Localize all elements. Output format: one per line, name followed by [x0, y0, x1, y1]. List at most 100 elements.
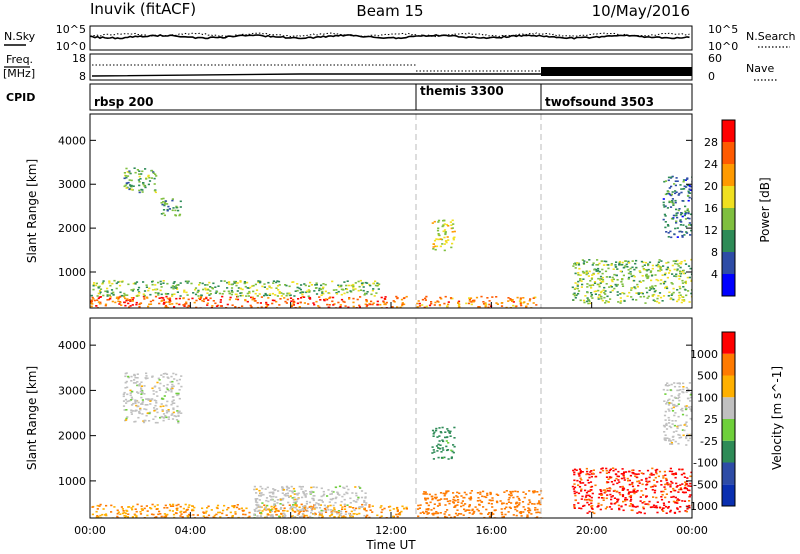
power-echo-cell-0: [299, 301, 302, 304]
velocity-echo-cell-5: [578, 475, 581, 477]
velocity-echo-cell-1: [256, 498, 259, 500]
velocity-echo-cell-4: [417, 504, 420, 507]
power-echo-cell-6: [621, 263, 624, 266]
power-echo-cell-6: [664, 287, 667, 289]
velocity-echo-cell-1: [259, 492, 262, 494]
power-echo-cell-6: [598, 283, 601, 286]
power-echo-cell-6: [650, 270, 653, 272]
velocity-echo-cell-0: [151, 503, 154, 506]
velocity-echo-cell-2: [153, 399, 156, 402]
power-echo-cell-0: [171, 303, 174, 305]
nsearch-series: [89, 32, 690, 38]
power-echo-cell-0: [131, 304, 134, 306]
velocity-echo-cell-1: [317, 503, 320, 505]
power-echo-cell-7: [676, 227, 679, 229]
velocity-echo-cell-2: [140, 387, 143, 389]
velocity-echo-cell-1: [256, 515, 259, 517]
power-ytick-label: 4000: [58, 134, 86, 147]
power-echo-cell-1: [315, 282, 318, 284]
power-echo-cell-7: [684, 210, 687, 213]
velocity-echo-cell-0: [126, 516, 129, 518]
velocity-echo-cell-4: [539, 511, 542, 514]
power-echo-cell-2: [144, 186, 147, 189]
velocity-echo-cell-4: [457, 513, 461, 515]
power-echo-cell-1: [230, 283, 233, 286]
velocity-echo-cell-5: [684, 487, 687, 489]
velocity-echo-cell-5: [678, 510, 681, 513]
velocity-echo-cell-5: [581, 495, 584, 498]
power-echo-cell-0: [93, 299, 96, 302]
velocity-echo-cell-1: [339, 514, 342, 517]
velocity-echo-cell-1: [333, 510, 336, 512]
velocity-echo-cell-4: [425, 502, 429, 505]
power-echo-cell-6: [649, 286, 652, 289]
velocity-echo-cell-5: [597, 505, 600, 507]
velocity-echo-cell-4: [505, 502, 508, 505]
power-echo-cell-0: [271, 302, 274, 305]
power-echo-cell-6: [638, 270, 641, 272]
power-echo-cell-6: [681, 299, 684, 301]
velocity-echo-cell-1: [296, 508, 299, 511]
power-echo-cell-6: [610, 286, 613, 288]
velocity-echo-cell-0: [184, 503, 187, 506]
velocity-echo-cell-5: [664, 474, 667, 476]
power-echo-cell-1: [102, 280, 105, 282]
power-echo-cell-6: [666, 266, 669, 269]
velocity-echo-cell-2: [147, 399, 150, 401]
velocity-echo-cell-5: [655, 472, 658, 475]
velocity-echo-cell-6: [681, 410, 684, 412]
velocity-echo-cell-4: [503, 491, 506, 493]
power-echo-cell-0: [202, 300, 205, 303]
velocity-echo-cell-0: [352, 507, 355, 509]
velocity-echo-cell-2: [148, 412, 151, 415]
velocity-echo-cell-0: [124, 512, 127, 515]
power-echo-cell-1: [363, 294, 366, 296]
velocity-echo-cell-6: [690, 392, 692, 394]
power-echo-cell-5: [509, 299, 512, 301]
power-echo-cell-6: [605, 283, 608, 285]
power-echo-cell-1: [257, 280, 260, 282]
velocity-echo-cell-4: [502, 515, 505, 518]
velocity-echo-cell-0: [186, 509, 189, 511]
power-echo-cell-6: [597, 296, 600, 299]
velocity-echo-cell-0: [123, 511, 126, 514]
power-echo-cell-6: [611, 280, 614, 283]
power-echo-cell-1: [313, 290, 316, 292]
power-echo-cell-6: [597, 298, 600, 300]
power-echo-cell-0: [186, 306, 189, 308]
velocity-echo-cell-0: [396, 510, 399, 513]
velocity-echo-cell-0: [363, 508, 366, 511]
power-echo-cell-2: [128, 170, 131, 172]
velocity-echo-cell-2: [143, 385, 146, 387]
velocity-echo-cell-5: [581, 471, 584, 473]
power-echo-cell-0: [135, 303, 138, 306]
power-echo-cell-0: [123, 301, 126, 304]
velocity-echo-cell-1: [337, 510, 340, 512]
power-echo-cell-2: [144, 168, 147, 170]
power-echo-cell-0: [279, 298, 282, 300]
velocity-echo-cell-2: [126, 400, 129, 403]
power-echo-cell-0: [90, 302, 93, 305]
velocity-echo-cell-2: [122, 393, 125, 396]
power-echo-cell-0: [376, 304, 379, 306]
velocity-echo-cell-2: [146, 412, 149, 415]
velocity-echo-cell-2: [153, 386, 156, 388]
velocity-echo-cell-5: [591, 472, 595, 475]
power-echo-cell-0: [358, 306, 361, 308]
velocity-echo-cell-4: [454, 506, 457, 508]
velocity-echo-cell-3: [437, 443, 440, 446]
velocity-ylabel: Slant Range [km]: [25, 366, 39, 470]
power-echo-cell-7: [688, 184, 691, 187]
velocity-echo-cell-3: [450, 457, 453, 460]
velocity-echo-cell-4: [449, 500, 452, 502]
velocity-echo-cell-4: [443, 513, 446, 515]
power-echo-cell-0: [125, 299, 128, 302]
power-echo-cell-1: [375, 292, 378, 294]
power-echo-cell-7: [677, 209, 680, 212]
velocity-echo-cell-4: [518, 511, 521, 514]
power-echo-cell-4: [453, 230, 456, 233]
velocity-echo-cell-4: [479, 499, 482, 502]
velocity-echo-cell-2: [158, 387, 161, 389]
power-echo-cell-6: [591, 284, 594, 286]
velocity-echo-cell-5: [629, 474, 632, 477]
